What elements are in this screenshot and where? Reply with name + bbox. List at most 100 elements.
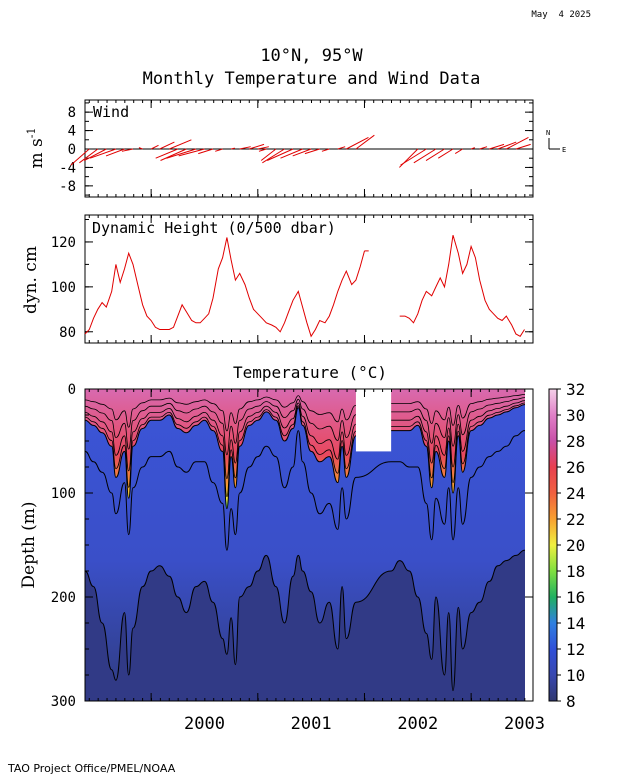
depth-tick-label: 100 <box>51 486 76 502</box>
compass-north-label: N <box>546 129 550 137</box>
wind-vector <box>262 148 285 164</box>
colorbar-tick-label: 10 <box>566 666 585 685</box>
wind-vector <box>138 147 143 150</box>
wind-vector <box>150 144 159 150</box>
wind-vector <box>515 143 531 150</box>
wind-vector <box>169 139 192 150</box>
chart-title: Monthly Temperature and Wind Data <box>142 69 481 89</box>
wind-vector <box>121 148 134 152</box>
year-label: 2001 <box>291 714 332 734</box>
compass-east-label: E <box>562 146 566 154</box>
dynamic-height-panel: 120 100 80 Dynamic Height (0/500 dbar) dyn… <box>21 214 534 344</box>
year-label: 2000 <box>184 714 225 734</box>
isotherm-contour <box>85 402 525 498</box>
wind-vector <box>249 143 265 150</box>
temperature-warm-layer <box>85 389 525 509</box>
wind-vector <box>292 148 312 157</box>
colorbar-tick-label: 20 <box>566 536 585 555</box>
colorbar-tick-label: 32 <box>566 380 585 399</box>
wind-vector <box>258 148 267 152</box>
colorbar-tick-label: 26 <box>566 458 585 477</box>
wind-vector <box>83 148 107 161</box>
dynamic-height-axis-label: dyn. cm <box>21 246 41 314</box>
wind-vector <box>337 146 346 150</box>
wind-vector <box>506 137 529 150</box>
print-date: May 4 2025 <box>531 10 591 20</box>
wind-vector <box>346 137 369 150</box>
depth-tick-label: 300 <box>51 694 76 710</box>
wind-panel: 840-4-8 Wind m s-1 N E <box>25 99 566 198</box>
wind-vector <box>159 141 175 150</box>
isotherm-contour <box>85 400 525 480</box>
temperature-panel: Temperature (°C) 0 100 200 300 2000 2001 2002… <box>19 363 585 734</box>
wind-vector <box>155 148 178 159</box>
dynamic-height-y-tick-label: 80 <box>59 325 76 341</box>
temperature-title: Temperature (°C) <box>233 363 387 382</box>
wind-vector <box>489 143 505 150</box>
wind-vector <box>231 147 235 150</box>
colorbar-ramp <box>548 388 558 702</box>
wind-vector <box>321 148 330 152</box>
depth-tick-label: 200 <box>51 590 76 606</box>
wind-vector <box>413 148 437 164</box>
wind-vector <box>280 148 303 159</box>
chart-title-location: 10°N, 95°W <box>260 46 363 66</box>
wind-axis-label: m s-1 <box>25 128 47 169</box>
colorbar-tick-label: 12 <box>566 640 585 659</box>
colorbar-tick-label: 22 <box>566 510 585 529</box>
colorbar-tick-label: 18 <box>566 562 585 581</box>
wind-vector <box>497 141 517 150</box>
isotherm-contour <box>85 394 525 432</box>
wind-vector <box>70 148 90 166</box>
dynamic-height-y-tick-label: 120 <box>51 235 76 251</box>
isotherm-contour <box>85 404 525 510</box>
wind-vector <box>260 148 277 161</box>
isotherm-contour <box>85 397 525 456</box>
wind-vector <box>89 148 117 159</box>
wind-vector <box>454 148 463 155</box>
colorbar-tick-label: 14 <box>566 614 585 633</box>
colorbar-tick-label: 8 <box>566 692 576 711</box>
dynamic-height-panel-frame <box>84 214 534 344</box>
wind-vector <box>79 148 99 164</box>
wind-y-tick-label: 4 <box>68 124 76 140</box>
wind-y-tick-label: 0 <box>68 142 76 158</box>
colorbar-tick-label: 28 <box>566 432 585 451</box>
wind-y-tick-label: -8 <box>59 179 76 195</box>
wind-vector <box>400 148 427 166</box>
wind-vector <box>425 148 445 161</box>
wind-vector <box>437 148 454 159</box>
wind-vector <box>215 148 223 152</box>
wind-vector <box>257 146 269 150</box>
wind-y-tick-label: 8 <box>68 105 76 121</box>
temperature-depth-axis-label: Depth (m) <box>19 501 39 588</box>
dynamic-height-series <box>84 237 365 338</box>
wind-vector <box>266 148 294 161</box>
temperature-colorbar: 32 30 28 26 24 22 20 18 16 14 12 10 8 <box>548 380 585 711</box>
dynamic-height-y-tick-label: 100 <box>51 280 76 296</box>
wind-panel-label: Wind <box>93 103 129 121</box>
wind-vector <box>479 146 488 150</box>
wind-vector <box>470 147 475 150</box>
compass-icon: N E <box>546 129 566 154</box>
temperature-missing-data-block <box>355 389 392 452</box>
depth-tick-label: 0 <box>68 382 76 398</box>
temperature-cold-band <box>85 550 525 701</box>
wind-vector <box>105 148 125 157</box>
colorbar-tick-label: 16 <box>566 588 585 607</box>
dynamic-height-series <box>399 235 525 337</box>
dynamic-height-panel-label: Dynamic Height (0/500 dbar) <box>92 219 336 237</box>
year-label: 2003 <box>504 714 545 734</box>
footer-credit: TAO Project Office/PMEL/NOAA <box>8 762 176 775</box>
colorbar-tick-label: 30 <box>566 406 585 425</box>
isotherm-contour <box>85 430 525 551</box>
wind-vector <box>304 148 320 155</box>
wind-vector <box>198 148 214 155</box>
isotherm-contour <box>85 549 525 692</box>
wind-vector <box>160 148 187 161</box>
year-label: 2002 <box>397 714 438 734</box>
wind-vector <box>355 134 375 150</box>
wind-vector <box>178 148 205 157</box>
